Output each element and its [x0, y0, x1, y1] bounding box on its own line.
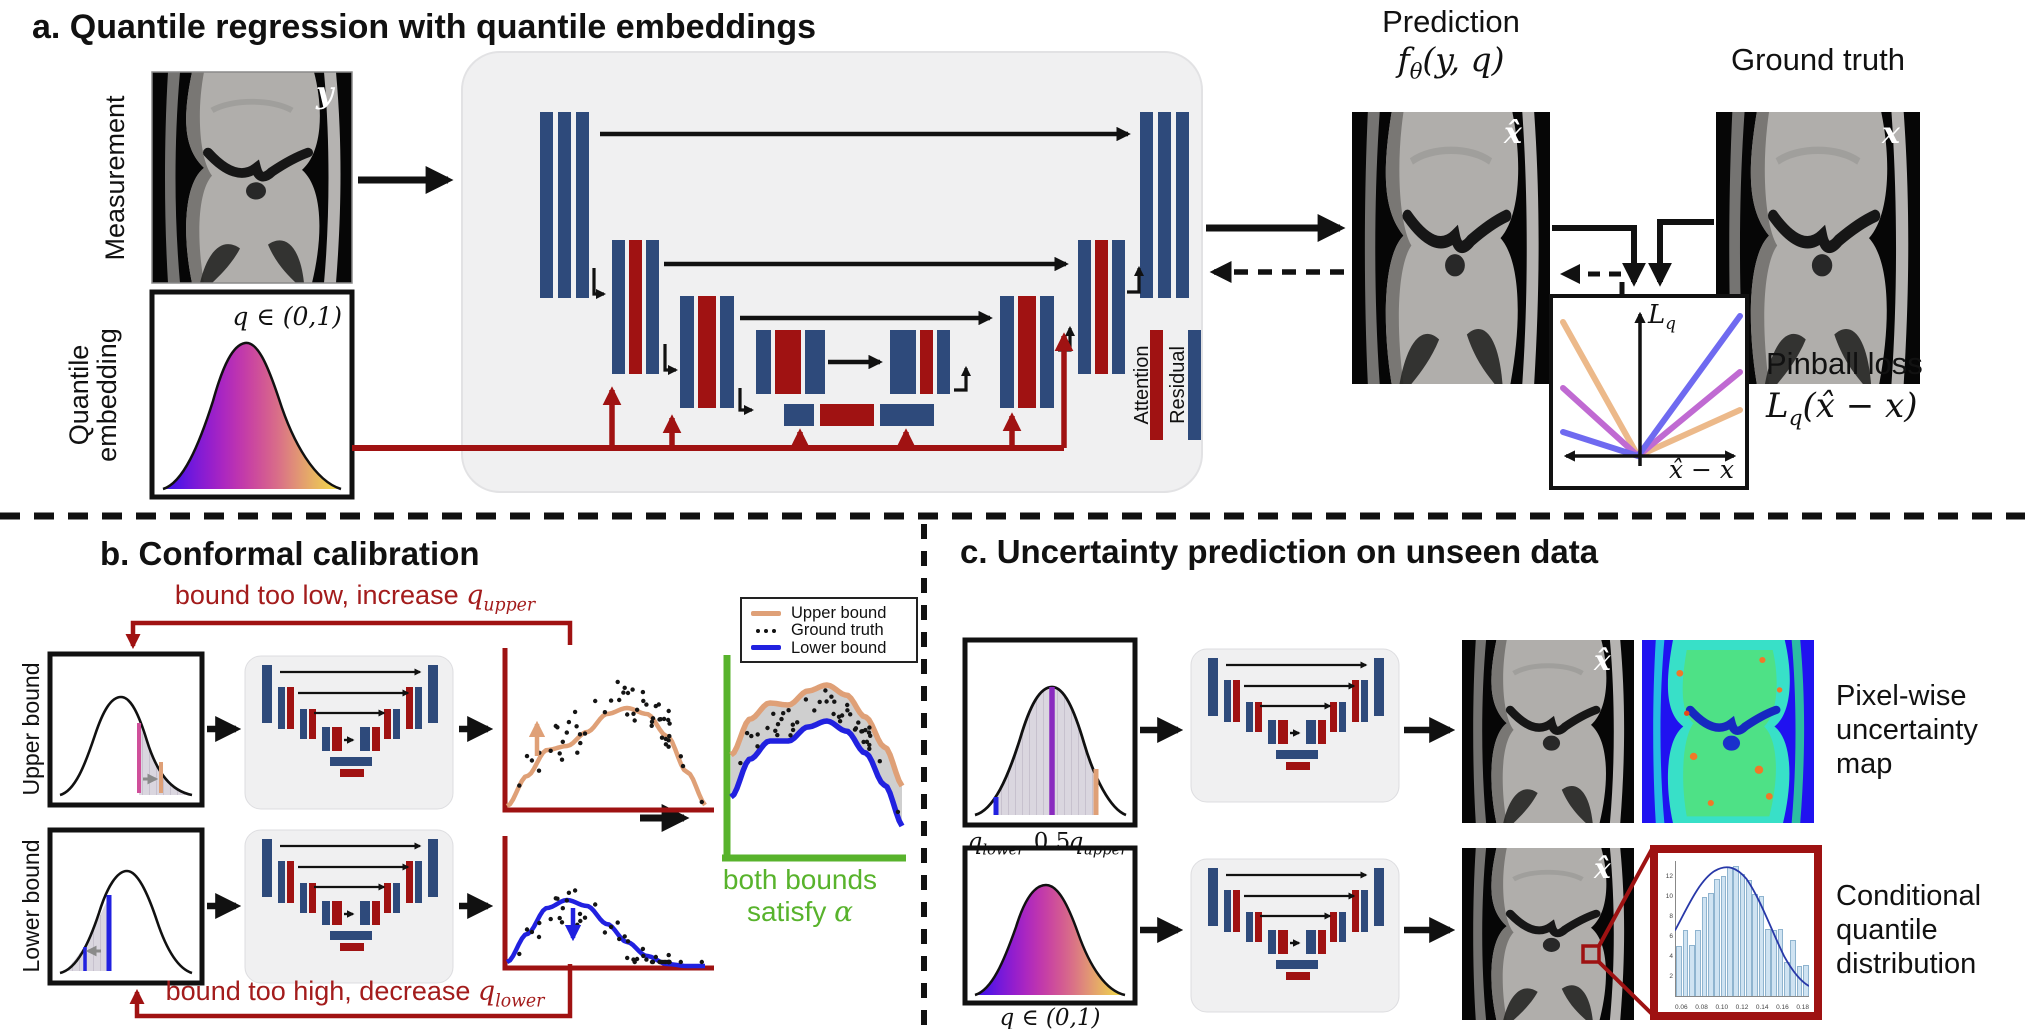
loss-y-axis-label: Lq — [1648, 300, 1676, 334]
mini-unet-upper — [245, 656, 453, 809]
legend-item-upper: Upper bound — [750, 605, 910, 622]
panel-b-title: b. Conformal calibration — [100, 535, 480, 572]
measurement-mri-image — [151, 71, 353, 284]
histogram-density-curve — [1675, 866, 1809, 987]
uncertainty-map-image — [1642, 640, 1814, 823]
lower-bound-scatter-plot — [502, 836, 714, 971]
residual-label: Residual — [1166, 346, 1189, 424]
prediction-mri-image — [1352, 112, 1550, 384]
quantile-interval-distribution — [962, 637, 1138, 828]
q-upper-label: qupper — [1068, 829, 1128, 859]
quantile-embedding-label: Quantile embedding — [64, 328, 122, 462]
panel-a-title: a. Quantile regression with quantile emb… — [32, 8, 817, 46]
increase-upper-bracket — [125, 620, 573, 650]
prediction-formula: fθ(y, q) — [1397, 40, 1505, 84]
calibrated-bounds-plot — [722, 655, 906, 862]
xhat-tag-c1: x̂ — [1594, 644, 1611, 677]
quantile-feed-arrows — [352, 332, 1074, 451]
upper-bound-distribution — [47, 651, 205, 808]
loss-x-axis-label: x̂ − x — [1668, 455, 1734, 484]
measurement-tag-y: y — [316, 76, 334, 111]
note-decrease-lower: bound too high, decrease qlower — [165, 976, 545, 1012]
caption-uncertainty-map: Pixel-wise uncertainty map — [1836, 680, 1978, 780]
upper-bound-line-icon — [750, 610, 782, 616]
panel-a-unet-box — [461, 51, 1203, 493]
upper-bound-scatter-plot — [502, 648, 714, 813]
pinball-loss-caption: Pinball loss — [1766, 346, 1923, 381]
calibration-flow-arrows — [207, 716, 690, 919]
caption-conditional-dist: Conditional quantile distribution — [1836, 880, 1982, 980]
pinball-loss-formula: Lq(x̂ − x) — [1766, 386, 1918, 431]
legend-item-gt: Ground truth — [750, 622, 910, 639]
green-caption: both bounds satisfy α — [722, 864, 878, 929]
zoom-connector — [1581, 848, 1654, 1016]
attention-label: Attention — [1130, 345, 1153, 425]
gradient-backprop-arrows — [1209, 261, 1625, 294]
conditional-quantile-histogram: 2 4 6 8 10 12 0.06 0.08 0.10 0.12 0.14 0.16 0.18 — [1650, 845, 1822, 1020]
bounds-legend: Upper bound Ground truth Lower bound — [740, 597, 918, 663]
quantile-embedding-distribution — [149, 289, 355, 500]
q-mid-label: 0.5 — [1033, 829, 1071, 855]
uncertainty-flow-arrows — [1140, 717, 1456, 943]
xhat-tag-c2: x̂ — [1594, 852, 1611, 885]
histogram-y-ticks: 2 4 6 8 10 12 — [1665, 873, 1673, 980]
decrease-lower-bracket — [129, 964, 573, 1019]
prediction-title: Prediction — [1382, 4, 1520, 39]
panel-dividers — [0, 512, 2025, 1029]
legend-item-lower: Lower bound — [750, 639, 910, 657]
measurement-label: Measurement — [100, 95, 131, 261]
attention-residual-legend-bars — [1150, 330, 1201, 440]
pinball-loss-plot — [1549, 294, 1749, 490]
q-range-label-c: q ∈ (0,1) — [999, 1005, 1101, 1029]
note-increase-upper: bound too low, increase qupper — [174, 580, 536, 616]
loss-input-arrows — [1552, 219, 1714, 287]
q-range-label-a: q ∈ (0,1) — [232, 302, 342, 331]
unet-architecture — [540, 112, 1189, 426]
prediction-tag-xhat: x̂ — [1504, 116, 1522, 151]
ground-truth-tag-x: x — [1882, 116, 1900, 151]
quantile-full-distribution — [962, 845, 1138, 1006]
mini-unet-c2 — [1191, 859, 1399, 1012]
lower-bound-distribution — [47, 827, 205, 986]
q-lower-label: qlower — [967, 829, 1025, 859]
ground-truth-title: Ground truth — [1730, 42, 1906, 77]
lower-bound-label: Lower bound — [18, 839, 45, 973]
panel-c-title: c. Uncertainty prediction on unseen data — [960, 533, 1599, 570]
lower-bound-line-icon — [750, 645, 782, 651]
upper-bound-label: Upper bound — [18, 662, 45, 796]
mini-unet-c1 — [1191, 649, 1399, 802]
histogram-x-ticks: 0.06 0.08 0.10 0.12 0.14 0.16 0.18 — [1675, 1004, 1809, 1011]
ground-truth-dots-icon — [750, 628, 782, 633]
mini-unet-lower — [245, 830, 453, 983]
